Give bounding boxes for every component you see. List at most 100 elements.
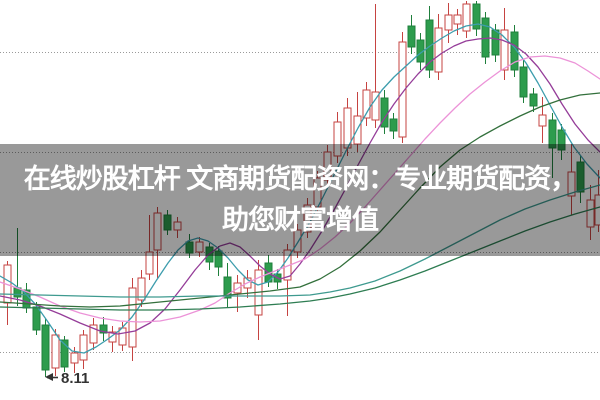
candle-down <box>185 234 194 258</box>
candle-body <box>557 129 566 151</box>
candle-down <box>407 15 416 54</box>
candle-body <box>153 212 162 251</box>
candle-body <box>548 119 557 149</box>
candle-up <box>79 330 88 369</box>
candle-body <box>214 250 223 268</box>
ma-purple <box>0 37 600 335</box>
candle-body <box>407 25 416 48</box>
candle-up <box>462 1 471 38</box>
candle-body <box>145 251 154 275</box>
candle-body <box>89 324 98 344</box>
candle-body <box>343 107 352 149</box>
candle-up <box>353 92 362 152</box>
ma-pink <box>0 55 600 323</box>
candle-body <box>472 3 481 30</box>
candle-body <box>99 324 108 334</box>
candle-body <box>510 31 519 71</box>
candle-body <box>567 171 576 197</box>
candle-up <box>362 82 371 126</box>
candle-down <box>163 210 172 235</box>
candle-body <box>371 91 380 121</box>
candle-down <box>223 263 232 308</box>
candle-body <box>538 114 547 127</box>
candle-up <box>89 318 98 350</box>
candle-up <box>333 112 342 163</box>
candle-down <box>425 6 434 78</box>
ma-green-medium <box>0 92 600 308</box>
candle-body <box>51 334 60 369</box>
candle-up <box>128 278 137 361</box>
ma-teal-long <box>0 184 600 298</box>
candle-body <box>333 121 342 157</box>
candle-body <box>491 29 500 56</box>
candle-up <box>254 260 263 340</box>
candle-body <box>303 204 312 233</box>
candle-up <box>293 224 302 258</box>
candle-up <box>398 32 407 143</box>
candle-body <box>70 352 79 364</box>
candle-down <box>557 124 566 160</box>
annotation-arrow-head <box>45 373 53 381</box>
candle-down <box>548 113 557 178</box>
candle-up <box>323 145 332 187</box>
candle-body <box>389 118 398 132</box>
candle-down <box>214 246 223 276</box>
candle-down <box>60 336 69 372</box>
candle-body <box>586 199 595 228</box>
candle-body <box>398 41 407 138</box>
candle-body <box>434 27 443 73</box>
low-price-annotation: 8.11 <box>45 370 89 387</box>
candle-body <box>163 214 172 231</box>
ma-lines-group <box>0 23 600 354</box>
promo-banner-line1: 在线炒股杠杆 文商期货配资网：专业期货配资， <box>23 164 578 194</box>
candle-down <box>99 317 108 341</box>
candle-up <box>594 170 600 232</box>
candle-body <box>362 89 371 119</box>
candle-down <box>380 90 389 134</box>
candle-up <box>108 326 117 352</box>
promo-banner-overlay[interactable]: 在线炒股杠杆 文商期货配资网：专业期货配资， 助您财富增值 <box>0 144 600 256</box>
candle-body <box>293 229 302 253</box>
candle-body <box>41 324 50 371</box>
candle-up <box>173 217 182 238</box>
candle-body <box>481 17 490 58</box>
candle-up <box>3 261 12 325</box>
candle-body <box>79 334 88 361</box>
candle-body <box>323 151 332 181</box>
candle-up <box>567 144 576 215</box>
candle-up <box>538 97 547 143</box>
candle-up <box>444 3 453 43</box>
candle-up <box>303 198 312 238</box>
candle-up <box>51 329 60 376</box>
promo-banner-line2: 助您财富增值 <box>222 205 379 235</box>
candle-down <box>529 88 538 112</box>
candle-body <box>594 194 600 226</box>
candle-body <box>173 221 182 231</box>
candle-body <box>425 19 434 71</box>
candle-up <box>371 4 380 128</box>
candle-body <box>453 14 462 25</box>
candle-up <box>434 14 443 80</box>
ma-fast-teal <box>0 23 600 354</box>
candle-up <box>153 207 162 278</box>
candle-up <box>453 9 462 35</box>
candle-body <box>32 306 41 331</box>
candle-up <box>586 185 595 240</box>
candle-down <box>41 319 50 377</box>
candle-body <box>444 14 453 31</box>
candle-body <box>462 3 471 32</box>
candle-body <box>60 339 69 368</box>
candle-body <box>195 241 204 253</box>
candle-down <box>510 25 519 77</box>
candle-down <box>389 113 398 139</box>
candle-down <box>472 1 481 36</box>
annotation-low-price-label: 8.11 <box>61 370 89 387</box>
candle-body <box>576 161 585 193</box>
candle-body <box>137 277 146 301</box>
candle-up <box>137 270 146 307</box>
candles-group <box>3 1 600 377</box>
candle-up <box>145 215 154 280</box>
candle-body <box>128 287 137 348</box>
candle-body <box>500 29 509 71</box>
